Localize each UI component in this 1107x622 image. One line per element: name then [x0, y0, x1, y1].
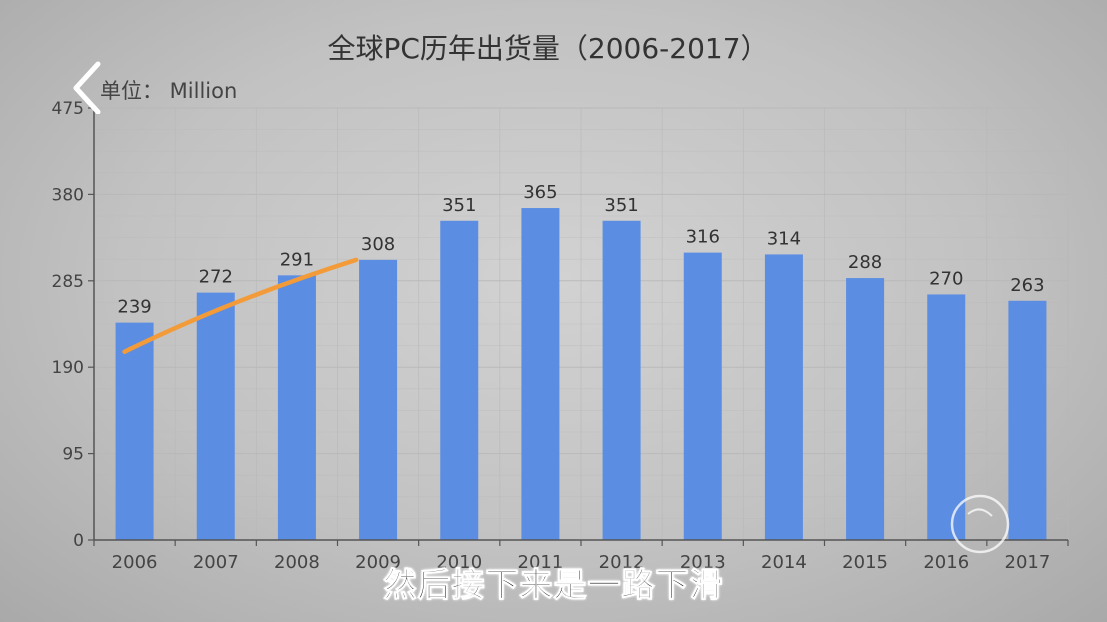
chevron-left-icon — [73, 61, 101, 115]
x-tick-label: 2009 — [355, 552, 401, 573]
data-label: 351 — [604, 195, 638, 216]
bar — [277, 275, 316, 540]
x-tick-label: 2007 — [193, 552, 239, 573]
logo-watermark — [940, 492, 1030, 592]
x-tick-label: 2017 — [1005, 552, 1051, 573]
data-label: 291 — [280, 249, 314, 270]
data-label: 365 — [523, 182, 557, 203]
data-label: 263 — [1010, 275, 1044, 296]
data-label: 314 — [767, 228, 801, 249]
y-tick-label: 0 — [73, 531, 84, 551]
bar — [521, 208, 560, 540]
bar — [927, 294, 966, 540]
data-label: 308 — [361, 234, 395, 255]
y-tick-label: 95 — [62, 445, 84, 465]
video-subtitle: 然后接下来是一路下滑 — [383, 565, 724, 605]
x-tick-label: 2010 — [436, 552, 482, 573]
y-tick-label: 190 — [52, 358, 84, 378]
trend-line — [122, 257, 359, 354]
data-label: 288 — [848, 252, 882, 273]
data-label: 351 — [442, 195, 476, 216]
data-label: 270 — [929, 268, 963, 289]
data-label: 239 — [117, 297, 151, 318]
bar — [440, 220, 479, 541]
x-tick-label: 2008 — [274, 552, 320, 573]
data-label: 316 — [686, 227, 720, 248]
x-tick-label: 2015 — [842, 552, 888, 573]
bar — [683, 252, 722, 540]
back-button[interactable] — [62, 58, 112, 115]
bar — [602, 220, 641, 541]
bar — [115, 322, 154, 540]
unit-label: 单位： Million — [100, 79, 237, 103]
x-tick-label: 2006 — [112, 552, 158, 573]
bar — [1008, 300, 1047, 540]
x-tick-label: 2014 — [761, 552, 807, 573]
grid-lines — [93, 107, 1069, 541]
x-tick-label: 2016 — [923, 552, 969, 573]
logo-icon — [950, 494, 1010, 554]
data-labels: 239 272 291 308 351 365 351 316 314 288 270 263 — [117, 182, 1044, 318]
bar — [359, 259, 398, 540]
trend-annotation — [122, 257, 359, 354]
chart-title: 全球PC历年出货量（2006-2017） — [327, 32, 768, 65]
y-tick-label: 380 — [52, 185, 84, 205]
x-tick-label: 2012 — [599, 552, 645, 573]
bar — [846, 278, 885, 540]
y-tick-label: 285 — [52, 272, 84, 292]
x-tick-label: 2013 — [680, 552, 726, 573]
y-tick-label: 475 — [52, 99, 84, 119]
axes: 0 95 190 285 380 475 2006 2007 2008 2009 2010 2011 2… — [52, 99, 1069, 573]
bars — [115, 208, 1047, 541]
bar — [196, 292, 235, 540]
x-tick-label: 2011 — [518, 552, 564, 573]
data-label: 272 — [199, 267, 233, 288]
bar — [764, 254, 803, 540]
